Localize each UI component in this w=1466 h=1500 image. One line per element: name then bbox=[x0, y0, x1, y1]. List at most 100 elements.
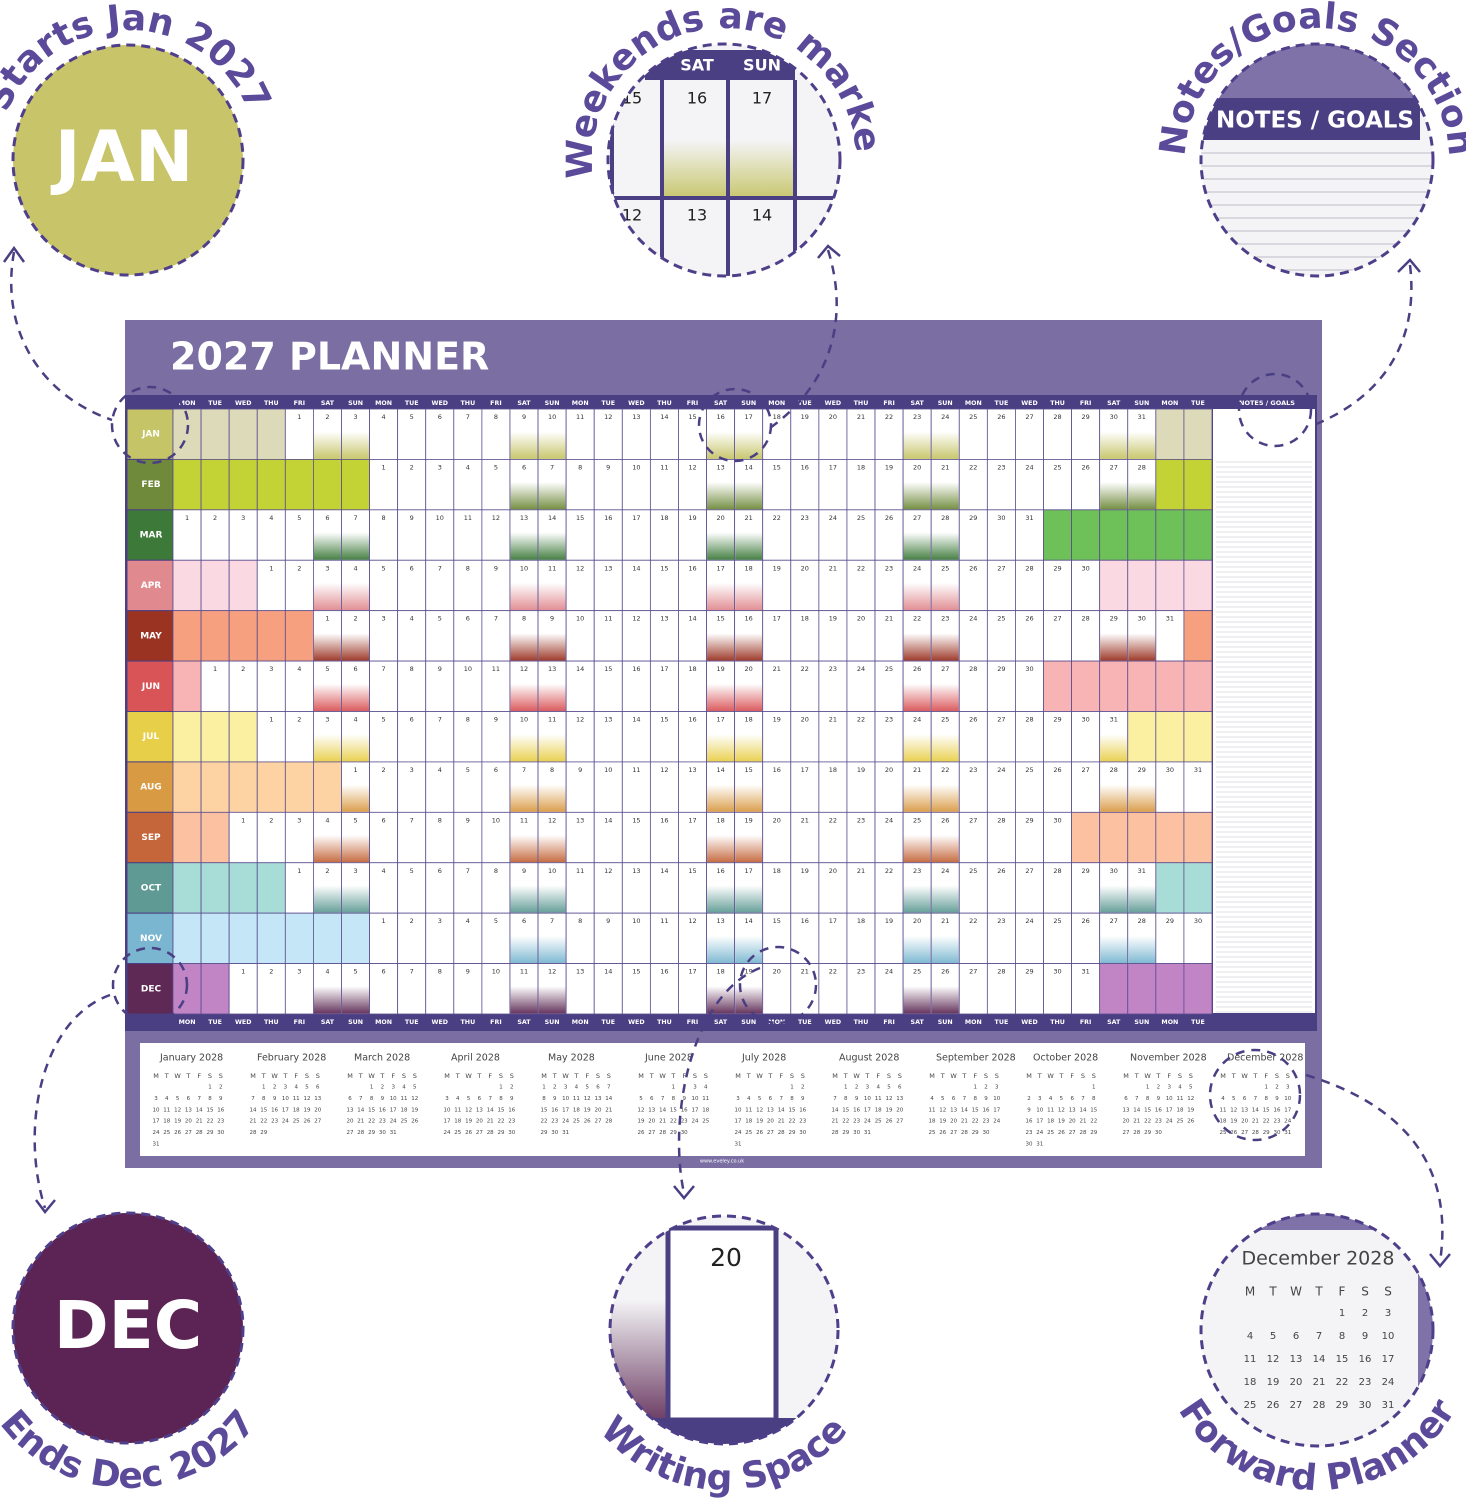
weekday-top: FRI bbox=[883, 400, 895, 407]
mini-day: 7 bbox=[1081, 1096, 1085, 1102]
weekday-bottom: SAT bbox=[1107, 1019, 1121, 1026]
day-cell bbox=[228, 963, 258, 1015]
day-cell bbox=[958, 711, 988, 763]
mini-weekday: M bbox=[347, 1072, 353, 1080]
day-number: 13 bbox=[576, 816, 584, 824]
mini-day: 16 bbox=[217, 1107, 224, 1113]
mini-day: 26 bbox=[638, 1130, 645, 1136]
mini-day: 5 bbox=[1189, 1085, 1193, 1091]
blank-cell bbox=[1099, 559, 1129, 612]
blank-cell bbox=[313, 761, 342, 813]
day-cell bbox=[397, 811, 427, 864]
day-number: 30 bbox=[1110, 867, 1118, 875]
day-number: 11 bbox=[576, 867, 584, 875]
day-number: 25 bbox=[941, 564, 949, 572]
weekday-bottom: THU bbox=[657, 1019, 672, 1026]
mini-day: 4 bbox=[165, 1096, 169, 1102]
blank-cell bbox=[200, 459, 230, 511]
day-cell bbox=[481, 660, 511, 712]
month-label-cell bbox=[126, 610, 174, 662]
day-number: 28 bbox=[1110, 766, 1118, 774]
day-number: 10 bbox=[632, 463, 640, 471]
blank-cell bbox=[1099, 509, 1129, 561]
day-number: 22 bbox=[969, 463, 977, 471]
weekday-bottom: SAT bbox=[517, 1019, 531, 1026]
day-number: 12 bbox=[688, 917, 696, 925]
blank-cell bbox=[1155, 862, 1185, 914]
zoom-day: 16 bbox=[1359, 1354, 1372, 1365]
weekday-bottom: SUN bbox=[938, 1019, 953, 1026]
month-label: APR bbox=[141, 581, 162, 591]
weekend-shade bbox=[735, 633, 763, 661]
day-number: 9 bbox=[606, 917, 610, 925]
blank-cell bbox=[228, 761, 258, 813]
month-label: DEC bbox=[141, 984, 162, 994]
mini-day: 31 bbox=[1036, 1142, 1043, 1148]
mini-weekday: T bbox=[455, 1072, 460, 1080]
day-number: 13 bbox=[716, 917, 724, 925]
weekend-shade bbox=[1128, 633, 1156, 661]
mini-day: 30 bbox=[379, 1130, 386, 1136]
day-number: 15 bbox=[688, 867, 696, 875]
mini-day: 26 bbox=[886, 1119, 893, 1125]
day-number: 30 bbox=[1081, 564, 1089, 572]
day-number: 3 bbox=[410, 766, 414, 774]
mini-weekday: S bbox=[887, 1072, 891, 1080]
mini-day: 15 bbox=[1263, 1107, 1270, 1113]
weekday-bottom: MON bbox=[965, 1019, 982, 1026]
day-cell bbox=[818, 862, 848, 914]
day-number: 7 bbox=[466, 867, 470, 875]
mini-day: 14 bbox=[1080, 1107, 1087, 1113]
weekend-shade bbox=[341, 532, 370, 560]
weekday-top: SUN bbox=[1134, 400, 1149, 407]
day-number: 1 bbox=[269, 716, 273, 724]
mini-day: 5 bbox=[467, 1096, 471, 1102]
mini-day: 31 bbox=[562, 1130, 569, 1136]
blank-cell bbox=[1127, 811, 1157, 864]
weekend-shade bbox=[341, 835, 370, 863]
mini-day: 18 bbox=[1047, 1119, 1054, 1125]
mini-day: 2 bbox=[381, 1085, 385, 1091]
mini-day: 12 bbox=[1058, 1107, 1065, 1113]
mini-day: 24 bbox=[153, 1130, 160, 1136]
blank-cell bbox=[200, 761, 230, 813]
mini-day: 30 bbox=[1026, 1142, 1033, 1148]
mini-day: 14 bbox=[196, 1107, 203, 1113]
mini-day: 4 bbox=[1049, 1096, 1053, 1102]
day-number: 29 bbox=[1138, 766, 1146, 774]
weekday-bottom: WED bbox=[1021, 1019, 1037, 1026]
notes-zoom: NOTES / GOALS bbox=[1201, 44, 1433, 276]
day-number: 5 bbox=[494, 463, 498, 471]
weekday-top: SAT bbox=[517, 400, 531, 407]
mini-weekday: M bbox=[832, 1072, 838, 1080]
mini-day: 7 bbox=[779, 1096, 783, 1102]
mini-day: 5 bbox=[941, 1096, 945, 1102]
mini-day: 26 bbox=[465, 1130, 472, 1136]
mini-day: 20 bbox=[767, 1119, 774, 1125]
day-number: 24 bbox=[969, 615, 977, 623]
mini-title: March 2028 bbox=[354, 1053, 410, 1064]
month-label-cell bbox=[126, 811, 174, 864]
day-cell bbox=[593, 660, 623, 712]
connectors bbox=[2, 244, 1451, 1268]
mini-day: 26 bbox=[304, 1119, 311, 1125]
day-number: 2 bbox=[410, 917, 414, 925]
mini-title: August 2028 bbox=[839, 1053, 899, 1064]
day-number: 7 bbox=[382, 665, 386, 673]
zoom-day: 15 bbox=[1336, 1354, 1349, 1365]
day-cell bbox=[256, 711, 286, 763]
day-number: 12 bbox=[576, 564, 584, 572]
weekend-shade bbox=[931, 885, 959, 913]
day-cell bbox=[397, 660, 427, 712]
day-number: 21 bbox=[829, 564, 837, 572]
mini-day: 15 bbox=[1090, 1107, 1097, 1113]
day-number: 3 bbox=[269, 665, 273, 673]
weekend-shade bbox=[538, 835, 566, 863]
zoom-day: 20 bbox=[1290, 1377, 1303, 1388]
weekend-shade bbox=[510, 582, 538, 611]
day-number: 21 bbox=[801, 968, 809, 976]
day-cell bbox=[678, 559, 707, 612]
mini-day: 30 bbox=[681, 1130, 688, 1136]
zoom-day: 3 bbox=[1385, 1308, 1391, 1319]
